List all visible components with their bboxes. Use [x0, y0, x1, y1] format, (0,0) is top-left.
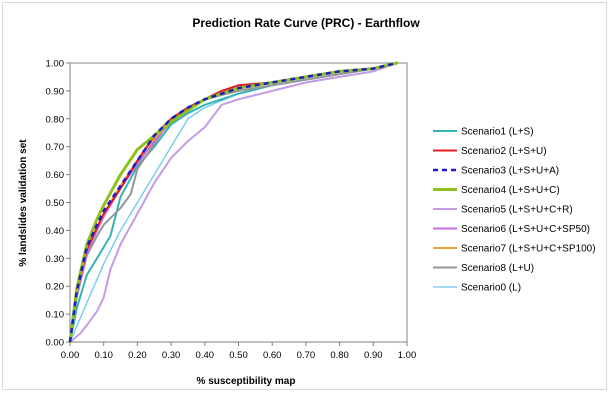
- x-tick-label: 0.80: [330, 350, 349, 361]
- legend-label: Scenario4 (L+S+U+C): [461, 185, 560, 196]
- x-tick-label: 0.10: [94, 350, 113, 361]
- x-tick-label: 0.20: [128, 350, 147, 361]
- x-tick-label: 0.50: [229, 350, 248, 361]
- x-tick-label: 1.00: [398, 350, 417, 361]
- plot-area: [69, 62, 408, 343]
- y-tick-label: 0.60: [46, 170, 65, 181]
- x-tick-label: 0.90: [364, 350, 383, 361]
- legend-label: Scenario7 (L+S+U+C+SP100): [461, 244, 596, 255]
- y-tick-label: 1.00: [46, 59, 65, 70]
- legend-label: Scenario1 (L+S): [461, 127, 534, 138]
- x-axis-ticks: 0.00 0.10 0.20 0.30 0.40 0.50 0.60 0.70 0.80 0.90…: [61, 342, 417, 361]
- x-tick-label: 0.40: [196, 350, 215, 361]
- y-axis-label: % landslides validation set: [18, 139, 29, 267]
- legend-label: Scenario6 (L+S+U+C+SP50): [461, 224, 590, 235]
- series-line-5: [69, 62, 398, 343]
- y-tick-label: 0.30: [46, 254, 65, 265]
- x-tick-label: 0.60: [263, 350, 282, 361]
- y-tick-label: 0.40: [46, 226, 65, 237]
- legend-label: Scenario3 (L+S+U+A): [461, 166, 559, 177]
- y-tick-label: 0.70: [46, 142, 65, 153]
- series-line-3: [68, 61, 398, 343]
- y-tick-label: 0.20: [46, 282, 65, 293]
- y-tick-label: 0.80: [46, 114, 65, 125]
- x-tick-label: 0.30: [162, 350, 181, 361]
- legend-label: Scenario2 (L+S+U): [461, 146, 547, 157]
- x-axis-label: % susceptibility map: [197, 376, 296, 387]
- legend: Scenario1 (L+S) Scenario2 (L+S+U) Scenario…: [433, 127, 596, 294]
- x-tick-label: 0.70: [297, 350, 316, 361]
- x-tick-label: 0.00: [61, 350, 80, 361]
- y-tick-label: 0.90: [46, 86, 65, 97]
- y-tick-label: 0.10: [46, 310, 65, 321]
- y-tick-label: 0.50: [46, 198, 65, 209]
- y-tick-label: 0.00: [46, 338, 65, 349]
- legend-label: Scenario5 (L+S+U+C+R): [461, 205, 573, 216]
- y-axis-ticks: 0.00 0.10 0.20 0.30 0.40 0.50 0.60 0.70 0.80 0.90…: [46, 59, 70, 349]
- chart-title: Prediction Rate Curve (PRC) - Earthflow: [192, 16, 420, 30]
- series-group: [68, 61, 399, 344]
- legend-label: Scenario0 (L): [461, 283, 521, 294]
- legend-label: Scenario8 (L+U): [461, 263, 534, 274]
- plot-box: [69, 62, 408, 343]
